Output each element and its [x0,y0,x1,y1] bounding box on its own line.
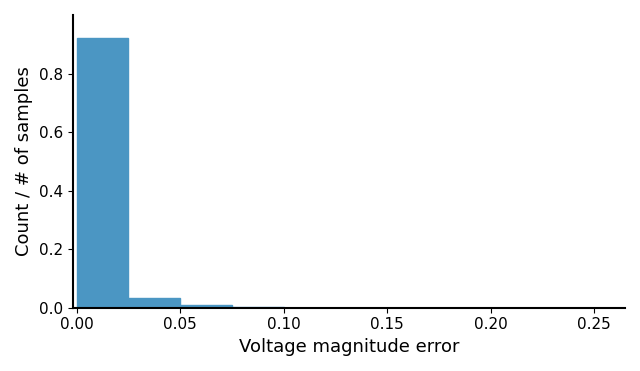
Bar [180,305,232,308]
Bar [77,38,129,308]
Y-axis label: Count / # of samples: Count / # of samples [15,66,33,256]
Bar [232,306,284,308]
Bar [129,298,180,308]
X-axis label: Voltage magnitude error: Voltage magnitude error [239,338,459,356]
